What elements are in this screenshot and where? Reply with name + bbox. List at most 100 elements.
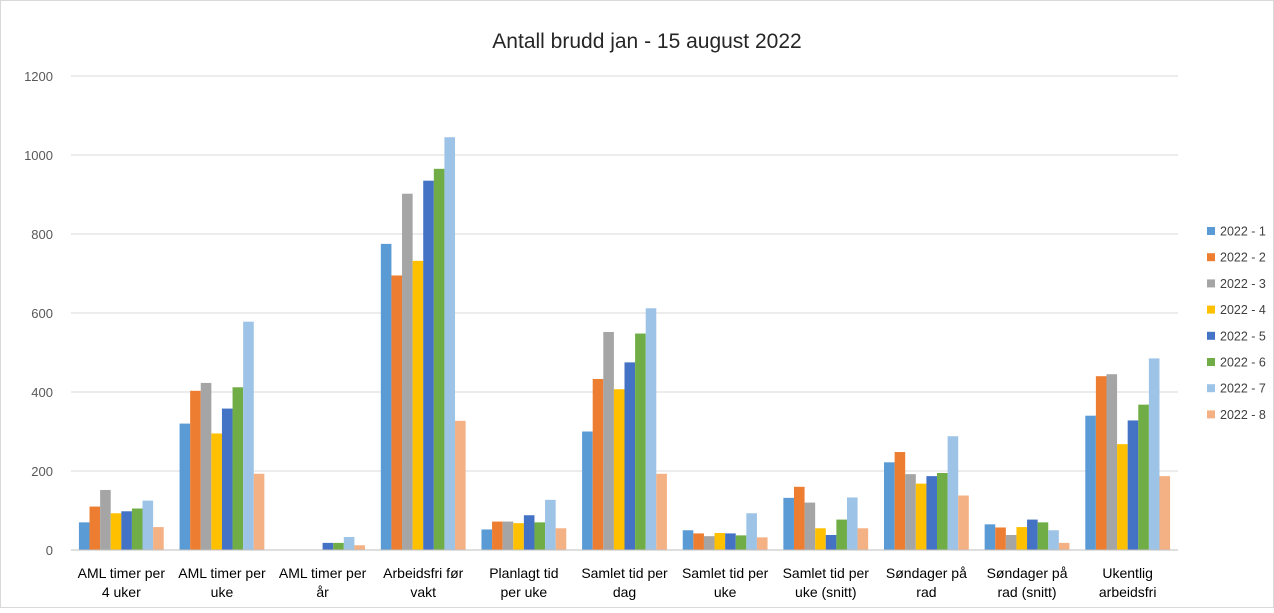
bar	[1048, 530, 1059, 550]
legend-item: 2022 - 4	[1207, 303, 1266, 317]
bar	[635, 333, 646, 550]
x-tick-label: Samlet tid per uke	[682, 565, 769, 600]
bar	[380, 243, 392, 550]
bar	[884, 462, 895, 550]
bar	[481, 529, 493, 550]
bar	[232, 387, 244, 550]
x-tick-label: AML timer per uke	[178, 565, 266, 600]
x-tick-label-line: uke (snitt)	[795, 584, 856, 600]
bar	[1148, 358, 1160, 550]
bar	[433, 168, 445, 550]
bar	[984, 524, 996, 550]
x-tick-label: Arbeidsfri før vakt	[383, 565, 463, 600]
x-tick-label-line: AML timer per	[279, 565, 367, 581]
x-tick-label: Planlagt tid per uke	[489, 565, 558, 600]
bar	[221, 408, 233, 550]
bar	[703, 536, 715, 550]
bar	[322, 542, 334, 550]
bar	[412, 260, 424, 550]
x-tick-label-line: år	[316, 584, 329, 600]
legend-label: 2022 - 6	[1220, 356, 1266, 370]
bar	[682, 530, 694, 550]
x-tick-label-line: dag	[613, 584, 636, 600]
bar	[746, 513, 757, 550]
y-axis-ticks: 0 200 400 600 800 1000 1200	[24, 69, 53, 558]
legend-item: 2022 - 1	[1207, 225, 1266, 239]
x-tick-label: Søndager på rad (snitt)	[987, 565, 1068, 600]
bars	[78, 137, 1171, 551]
bar	[200, 382, 212, 550]
x-tick-label: Samlet tid per uke (snitt)	[783, 565, 870, 600]
bar	[926, 476, 938, 550]
x-tick-label-line: rad (snitt)	[997, 584, 1056, 600]
legend-item: 2022 - 2	[1207, 251, 1266, 265]
bar	[455, 420, 466, 550]
legend-label: 2022 - 8	[1220, 408, 1266, 422]
x-tick-label: Ukentlig arbeidsfri	[1099, 565, 1157, 600]
bar	[89, 506, 101, 550]
y-tick-label: 1000	[24, 148, 53, 163]
legend-swatch	[1207, 305, 1215, 314]
y-tick-label: 200	[31, 464, 53, 479]
bar	[905, 474, 916, 550]
x-tick-label: AML timer per år	[279, 565, 367, 600]
bar	[121, 511, 132, 550]
legend-label: 2022 - 4	[1220, 303, 1266, 317]
bar	[603, 331, 614, 550]
bar	[153, 527, 164, 550]
bar	[1085, 415, 1096, 550]
legend-label: 2022 - 1	[1220, 225, 1266, 239]
y-tick-label: 400	[31, 385, 53, 400]
bar	[513, 523, 524, 550]
legend-item: 2022 - 6	[1207, 356, 1266, 370]
x-tick-label-line: AML timer per	[78, 565, 166, 581]
bar	[343, 536, 355, 550]
legend-swatch	[1207, 279, 1215, 288]
legend-swatch	[1207, 384, 1215, 393]
y-tick-label: 800	[31, 227, 53, 242]
bar	[857, 528, 869, 550]
bar	[1037, 522, 1049, 550]
bar	[947, 436, 959, 550]
legend-swatch	[1207, 253, 1215, 262]
chart-title: Antall brudd jan - 15 august 2022	[492, 30, 801, 53]
legend: 2022 - 1 2022 - 2 2022 - 3 2022 - 4 2022 - 5…	[1207, 225, 1266, 422]
bar	[444, 137, 456, 550]
bar	[402, 193, 413, 550]
bar	[78, 522, 90, 550]
bar	[725, 533, 736, 550]
bar	[693, 533, 704, 550]
legend-item: 2022 - 8	[1207, 408, 1266, 422]
x-tick-label-line: AML timer per	[178, 565, 266, 581]
bar	[534, 522, 546, 550]
x-tick-label-line: Planlagt tid	[489, 565, 558, 581]
legend-swatch	[1207, 358, 1215, 366]
y-tick-label: 0	[46, 543, 53, 558]
bar	[815, 528, 826, 550]
legend-label: 2022 - 2	[1220, 251, 1266, 265]
y-tick-label: 600	[31, 306, 53, 321]
legend-label: 2022 - 7	[1220, 382, 1266, 396]
bar	[423, 180, 434, 551]
x-tick-label-line: Søndager på	[987, 565, 1068, 581]
legend-swatch	[1207, 410, 1215, 419]
x-tick-label-line: Ukentlig	[1102, 565, 1153, 581]
bar	[714, 533, 726, 550]
x-tick-label-line: uke	[211, 584, 234, 600]
bar	[523, 515, 535, 550]
x-tick-label: AML timer per 4 uker	[78, 565, 166, 600]
bar	[1005, 534, 1017, 550]
bar	[846, 497, 858, 550]
bar	[793, 486, 805, 550]
bar	[1016, 527, 1028, 550]
x-tick-label-line: Samlet tid per	[783, 565, 870, 581]
x-tick-label: Søndager på rad	[886, 565, 967, 600]
bar	[592, 378, 604, 550]
bar	[253, 473, 265, 550]
legend-item: 2022 - 3	[1207, 277, 1266, 291]
bar	[804, 502, 816, 550]
legend-swatch	[1207, 331, 1215, 340]
x-tick-label: Samlet tid per dag	[581, 565, 668, 600]
